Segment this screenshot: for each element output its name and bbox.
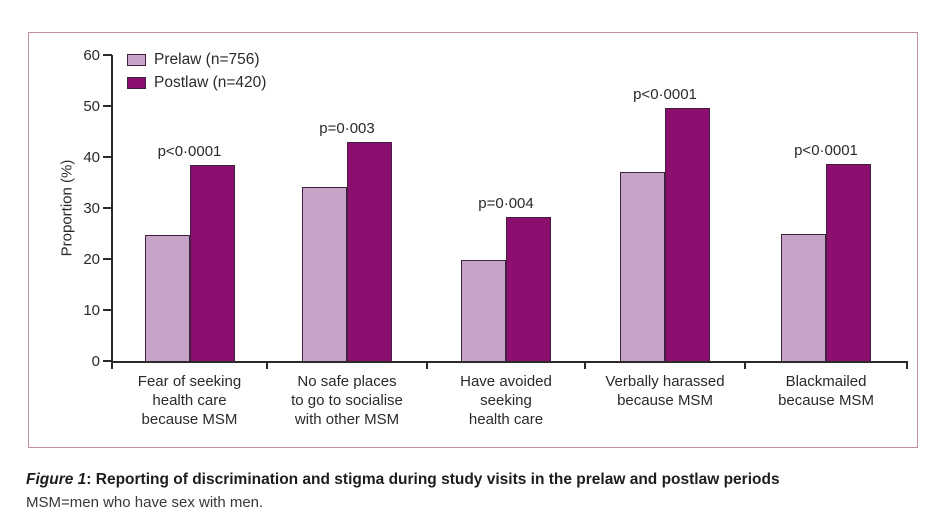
p-value-label-4: p<0·0001 — [794, 141, 858, 159]
x-category-label-3: Verbally harassed because MSM — [605, 373, 725, 409]
prelaw-bar-2 — [461, 260, 506, 361]
p-value-label-2: p=0·004 — [478, 194, 534, 212]
y-tick-label: 40 — [83, 148, 100, 166]
caption-title-text: Reporting of discrimination and stigma d… — [95, 471, 780, 488]
x-category-label-1: No safe places to go to socialise with o… — [291, 373, 403, 428]
y-tick — [103, 258, 112, 260]
postlaw-bar-0 — [189, 165, 235, 361]
y-tick-label: 30 — [83, 199, 100, 217]
postlaw-bar-4 — [826, 163, 871, 361]
legend-label-postlaw: Postlaw (n=420) — [154, 73, 267, 91]
x-tick — [111, 361, 113, 369]
caption-title-line: Figure 1: Reporting of discrimination an… — [26, 468, 926, 491]
x-category-label-4: Blackmailed because MSM — [778, 373, 874, 409]
y-tick — [103, 360, 112, 362]
caption-note: MSM=men who have sex with men. — [26, 494, 264, 511]
postlaw-bar-3 — [665, 108, 710, 361]
p-value-label-1: p=0·003 — [319, 120, 375, 138]
x-axis-line — [111, 361, 907, 363]
prelaw-swatch-icon — [127, 53, 146, 66]
y-tick — [103, 207, 112, 209]
postlaw-swatch-icon — [127, 76, 146, 89]
prelaw-bar-4 — [781, 233, 826, 361]
y-tick — [103, 309, 112, 311]
x-tick — [744, 361, 746, 369]
y-tick — [103, 156, 112, 158]
p-value-label-0: p<0·0001 — [157, 143, 222, 161]
x-tick — [266, 361, 268, 369]
y-tick — [103, 105, 112, 107]
prelaw-bar-3 — [620, 172, 665, 361]
y-tick-label: 10 — [83, 301, 100, 319]
p-value-label-3: p<0·0001 — [633, 86, 697, 104]
y-axis-line — [111, 55, 113, 363]
y-tick-label: 0 — [91, 352, 100, 370]
legend-label-prelaw: Prelaw (n=756) — [154, 50, 260, 68]
legend-item-prelaw: Prelaw (n=756) — [127, 51, 266, 68]
x-tick — [906, 361, 908, 369]
prelaw-bar-1 — [302, 187, 347, 361]
y-tick — [103, 54, 112, 56]
x-category-label-2: Have avoided seeking health care — [460, 373, 552, 428]
postlaw-bar-1 — [347, 142, 392, 361]
x-category-label-0: Fear of seeking health care because MSM — [137, 373, 242, 428]
caption-figure-label: Figure 1 — [26, 471, 87, 488]
postlaw-bar-2 — [506, 216, 551, 361]
x-tick — [426, 361, 428, 369]
prelaw-bar-0 — [144, 234, 190, 361]
y-tick-label: 50 — [83, 97, 100, 115]
figure-caption: Figure 1: Reporting of discrimination an… — [26, 468, 926, 514]
caption-separator: : — [86, 471, 96, 488]
x-tick — [584, 361, 586, 369]
chart-legend: Prelaw (n=756) Postlaw (n=420) — [127, 51, 266, 97]
legend-item-postlaw: Postlaw (n=420) — [127, 74, 266, 91]
y-tick-label: 20 — [83, 250, 100, 268]
y-tick-label: 60 — [83, 46, 100, 64]
